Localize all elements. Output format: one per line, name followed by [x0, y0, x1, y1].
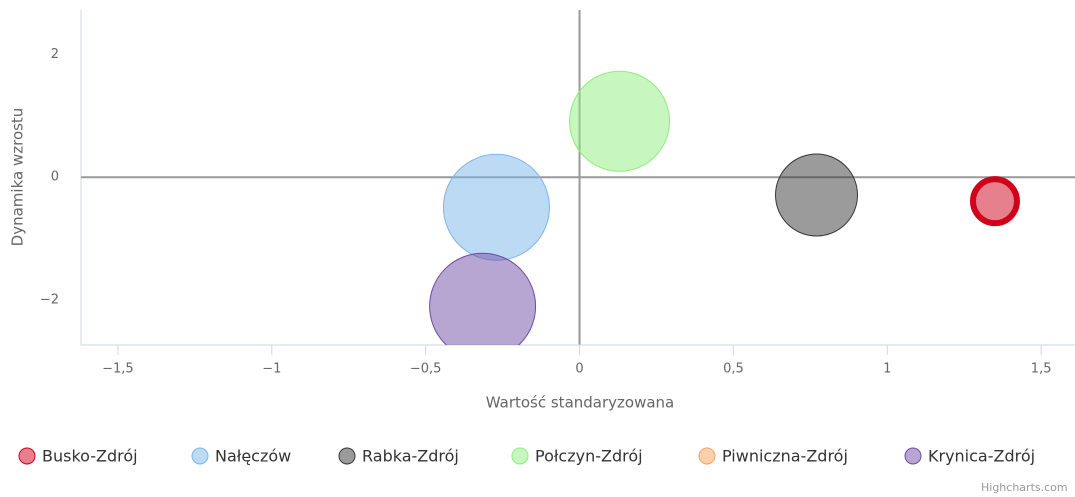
- y-axis-title: Dynamika wzrostu: [9, 108, 27, 247]
- y-tick-label: 2: [51, 47, 59, 62]
- y-tick-label: 0: [51, 170, 59, 185]
- x-tick-label: 0,5: [723, 362, 744, 377]
- legend-marker: [18, 447, 36, 465]
- bubble: [969, 176, 1020, 227]
- legend-marker: [511, 447, 529, 465]
- bubble: [774, 153, 858, 237]
- legend-marker: [904, 447, 922, 465]
- legend-label: Nałęczów: [215, 447, 291, 466]
- legend-label: Połczyn-Zdrój: [535, 447, 643, 466]
- bubble: [442, 153, 550, 261]
- plot: [429, 70, 1020, 345]
- x-tick-label: −0,5: [410, 362, 442, 377]
- x-tick-label: 0: [575, 362, 583, 377]
- y-tick-label: −2: [40, 293, 59, 308]
- x-tick-label: 1: [883, 362, 891, 377]
- legend-marker: [338, 447, 356, 465]
- legend-label: Busko-Zdrój: [42, 447, 138, 466]
- legend-label: Rabka-Zdrój: [362, 447, 459, 466]
- bubble: [429, 252, 537, 345]
- x-tick-label: −1,5: [102, 362, 134, 377]
- legend-marker: [191, 447, 209, 465]
- legend-marker: [698, 447, 716, 465]
- x-tick-label: 1,5: [1031, 362, 1052, 377]
- bubble: [569, 70, 671, 172]
- x-axis-title: Wartość standaryzowana: [486, 394, 674, 412]
- x-tick-label: −1: [262, 362, 281, 377]
- legend-label: Krynica-Zdrój: [928, 447, 1035, 466]
- credits: Highcharts.com: [981, 481, 1068, 494]
- legend-label: Piwniczna-Zdrój: [722, 447, 848, 466]
